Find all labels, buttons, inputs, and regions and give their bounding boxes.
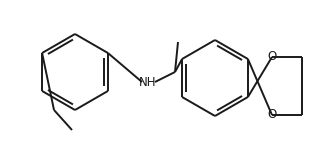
Text: O: O [267, 109, 277, 121]
Text: O: O [267, 50, 277, 64]
Text: NH: NH [139, 76, 157, 88]
